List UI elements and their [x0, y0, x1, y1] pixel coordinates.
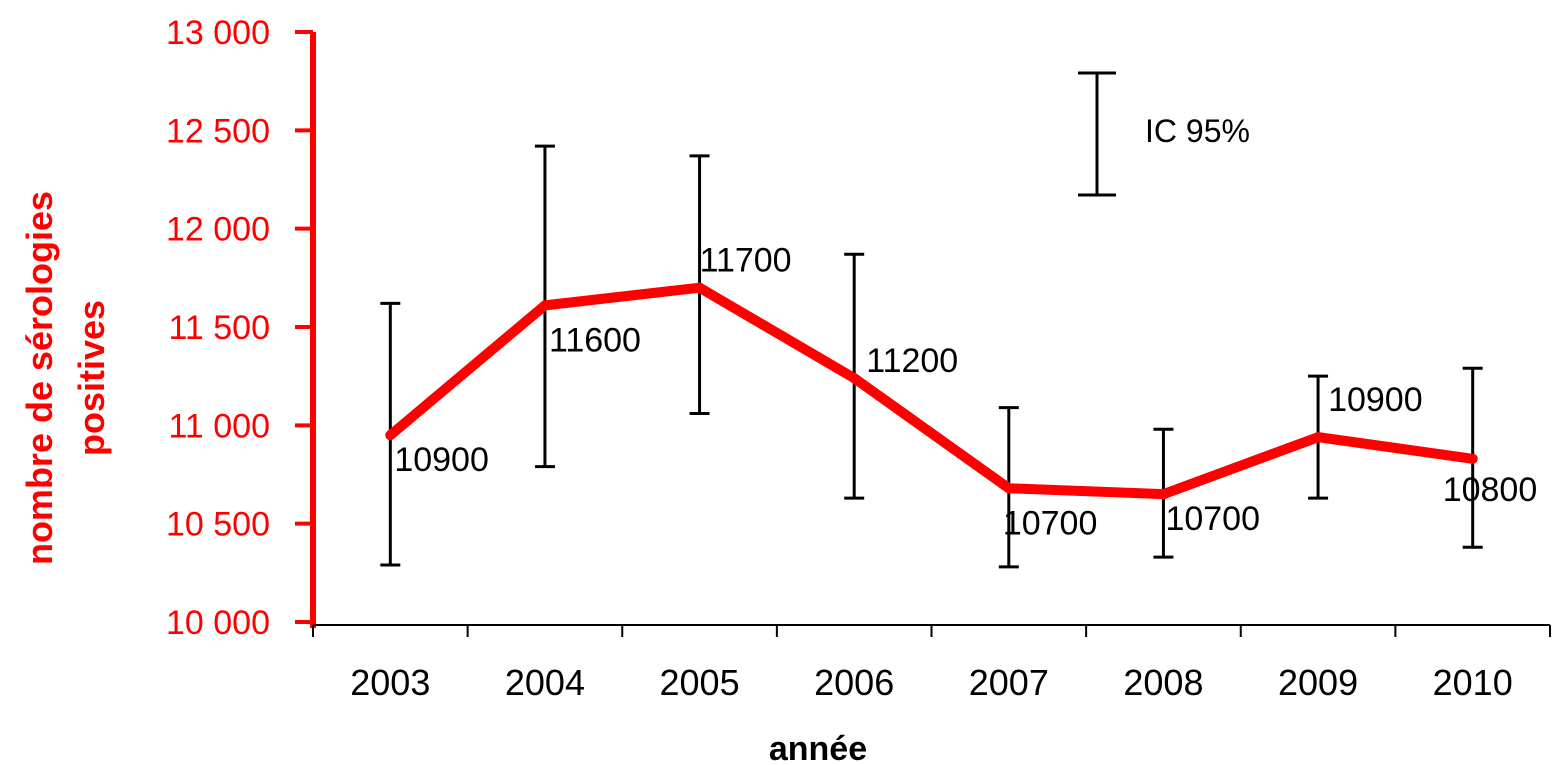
data-point [539, 300, 550, 311]
series-line [385, 282, 1478, 500]
data-labels: 10900 11600 11700 11200 10700 10700 10900 10800 [394, 242, 1537, 543]
axes: 10 000 10 500 11 000 11 500 12 000 12 500 13 0… [166, 14, 1551, 703]
y-axis-label-line-2: positives [71, 300, 112, 456]
data-label: 10900 [394, 441, 489, 479]
x-tick-label: 2007 [969, 662, 1049, 703]
x-tick-label: 2008 [1123, 662, 1203, 703]
y-tick-label: 12 500 [166, 112, 270, 150]
legend: IC 95% [1078, 71, 1250, 197]
data-label: 11700 [700, 242, 792, 280]
y-tick-label: 12 000 [166, 211, 270, 249]
x-tick-label: 2010 [1433, 662, 1513, 703]
data-label: 10700 [1003, 504, 1098, 542]
y-tick-label: 13 000 [166, 14, 270, 52]
data-label: 11200 [866, 342, 958, 380]
data-label: 10700 [1165, 500, 1260, 538]
legend-label: IC 95% [1145, 113, 1250, 149]
y-tick-label: 11 000 [169, 407, 270, 445]
series-line-group [385, 282, 1478, 500]
data-label: 10800 [1443, 471, 1538, 509]
x-axis-label: année [769, 730, 867, 765]
data-point [385, 430, 396, 441]
x-tick-label: 2005 [660, 662, 740, 703]
y-tick-label: 11 500 [169, 309, 270, 347]
x-tick-label: 2009 [1278, 662, 1358, 703]
data-point [849, 373, 860, 384]
data-label: 11600 [549, 321, 641, 359]
data-point [1003, 483, 1014, 494]
y-axis-label-line-1: nombre de sérologies [19, 191, 60, 565]
y-tick-label: 10 000 [166, 604, 270, 642]
data-point [1158, 489, 1169, 500]
y-axis-label: nombre de sérologies positives [19, 191, 112, 565]
y-tick-label: 10 500 [166, 506, 270, 544]
data-point [1313, 432, 1324, 443]
x-tick-label: 2004 [505, 662, 585, 703]
data-label: 10900 [1328, 381, 1423, 419]
data-point [1467, 453, 1478, 464]
x-tick-label: 2006 [814, 662, 894, 703]
x-tick-label: 2003 [350, 662, 430, 703]
data-point [694, 282, 705, 293]
